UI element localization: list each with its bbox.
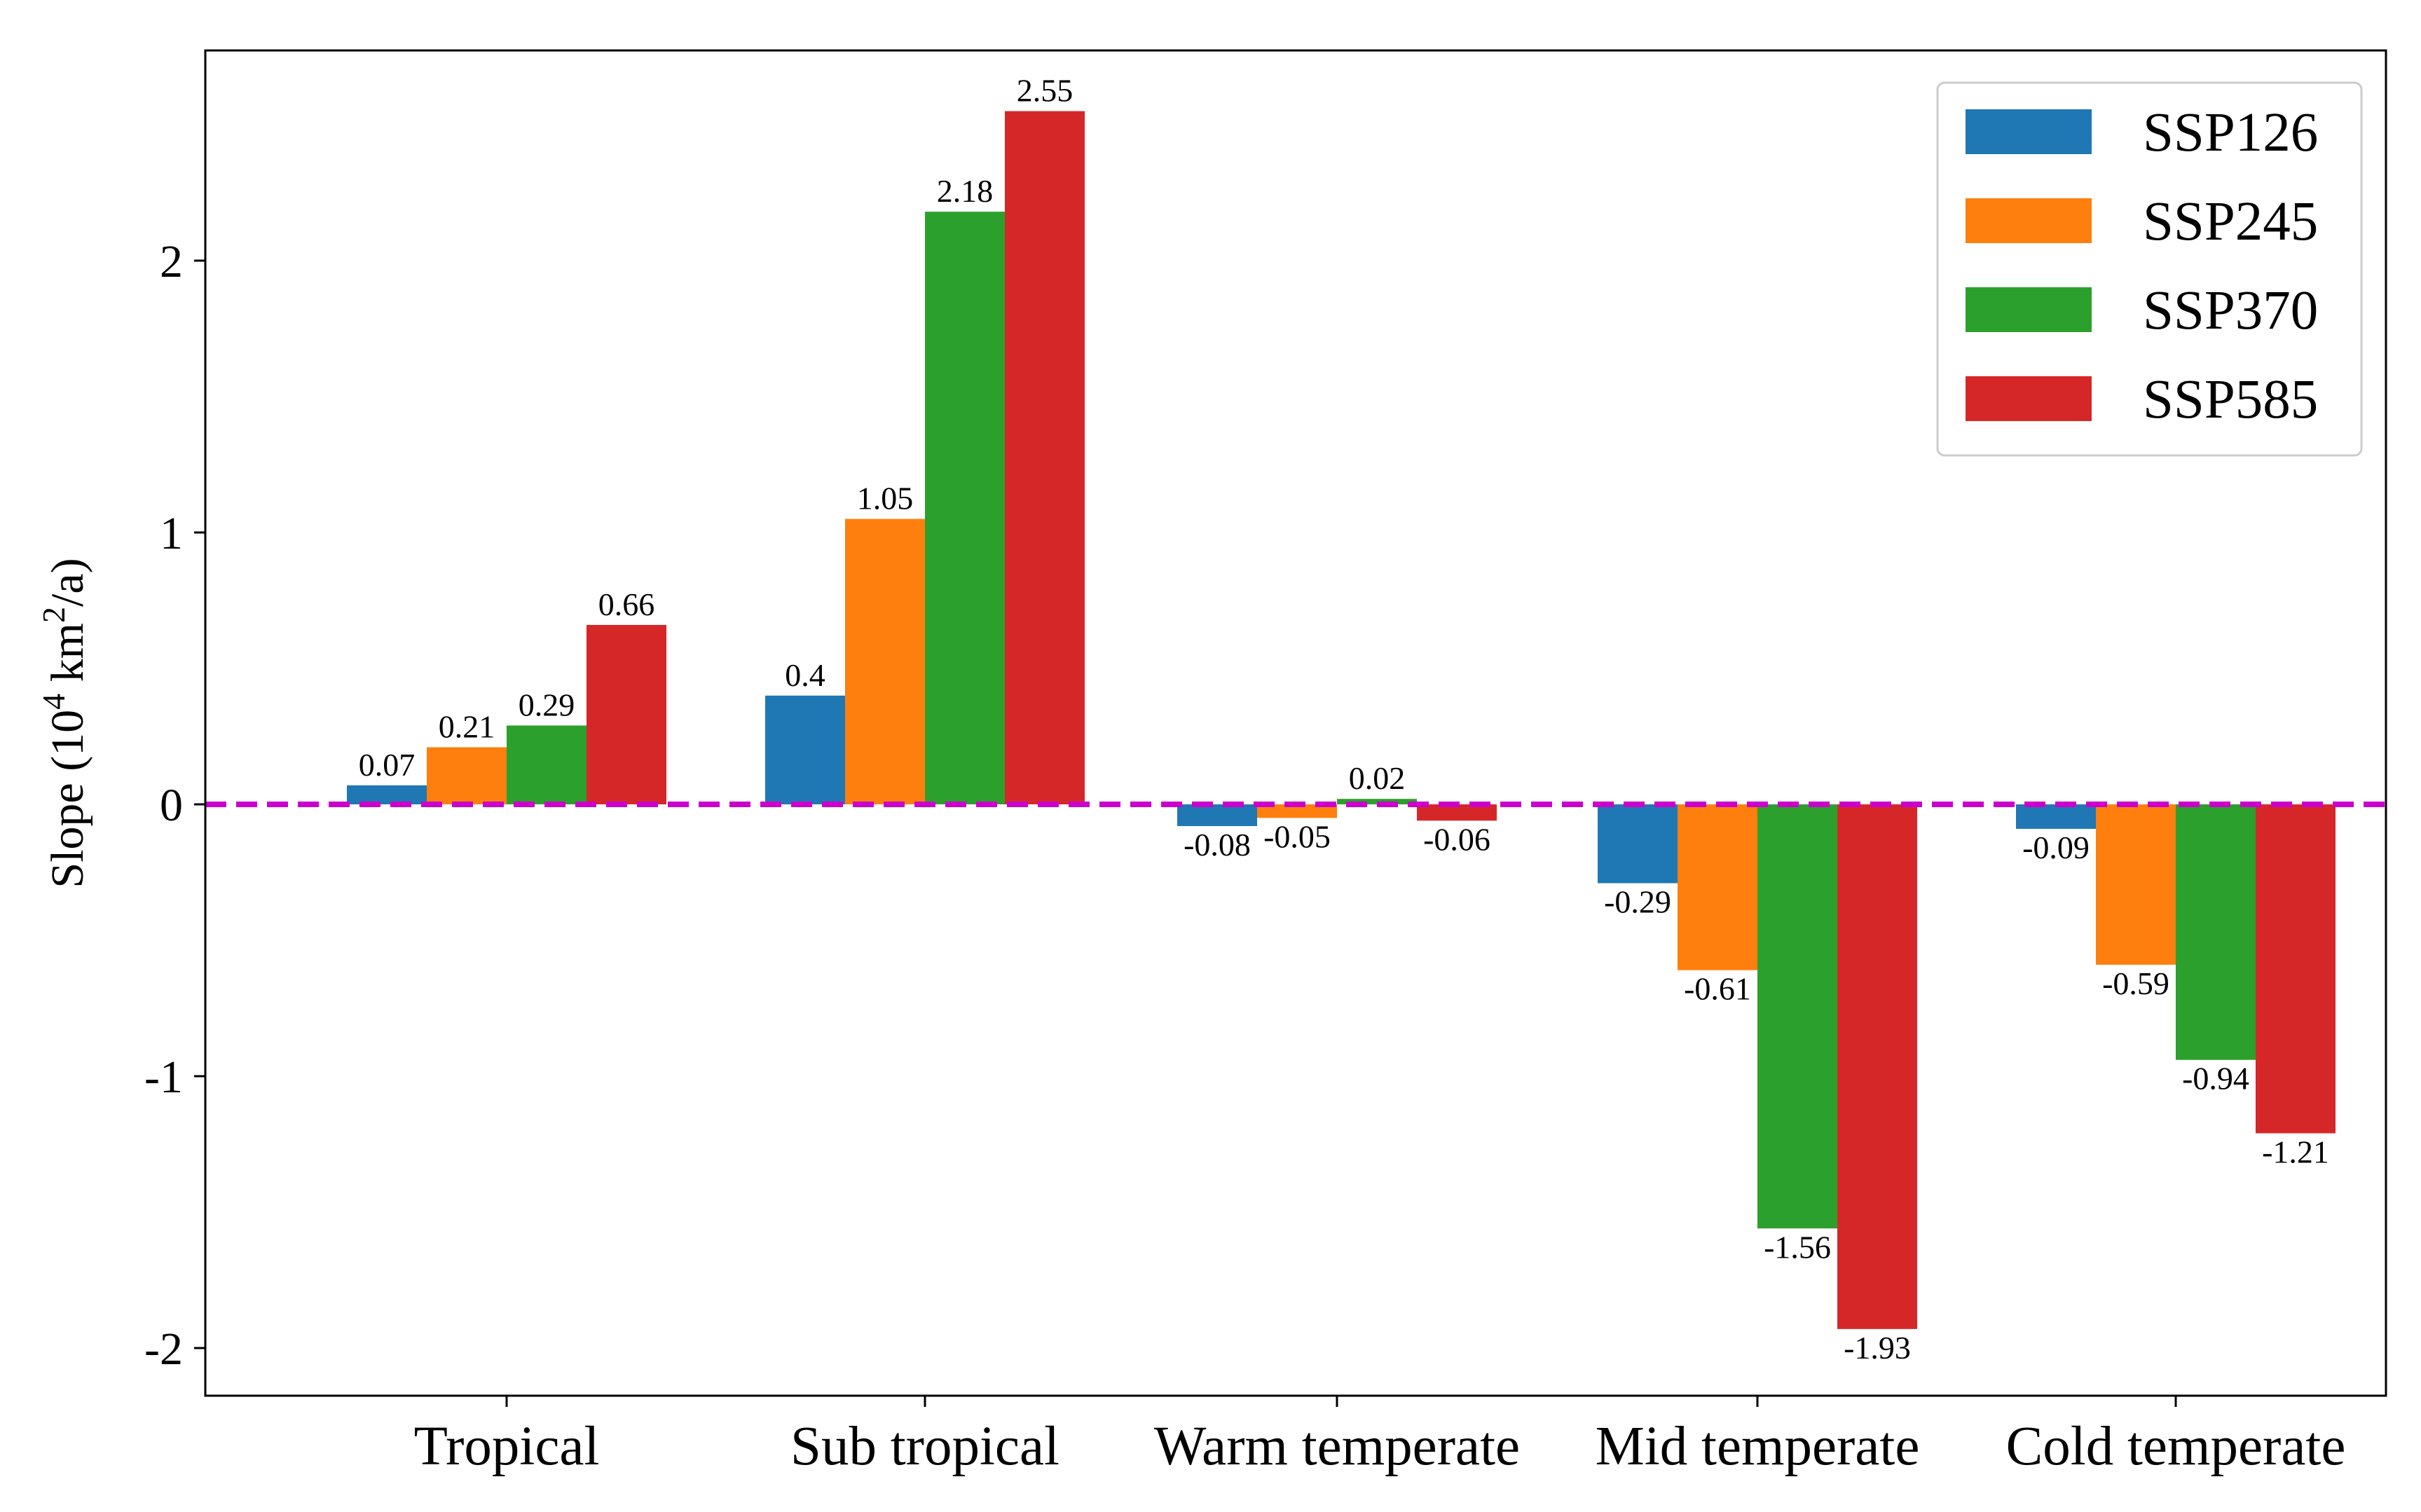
data-label-ssp245-warm-temperate: -0.05 <box>1263 818 1331 854</box>
data-label-ssp585-tropical: 0.66 <box>598 586 655 622</box>
legend-label-ssp245: SSP245 <box>2143 191 2318 252</box>
y-tick-label-2: 2 <box>160 236 183 287</box>
bar-ssp245-sub-tropical <box>845 518 925 804</box>
y-tick-label-0: 0 <box>160 780 183 831</box>
y-axis-label-suffix: /a) <box>42 558 93 607</box>
bar-ssp585-tropical <box>587 624 666 804</box>
legend-frame <box>1936 81 2363 457</box>
legend: SSP126 SSP245 SSP370 SSP585 <box>1936 81 2363 457</box>
data-label-ssp245-tropical: 0.21 <box>439 709 495 745</box>
y-tick-label-1: 1 <box>160 508 183 559</box>
x-axis: Tropical Sub tropical Warm temperate Mid te… <box>414 1396 2346 1477</box>
bar-ssp370-tropical <box>507 725 587 804</box>
data-label-ssp126-tropical: 0.07 <box>359 747 416 783</box>
bar-ssp245-warm-temperate <box>1257 804 1337 818</box>
legend-swatch-ssp245 <box>1966 198 2092 243</box>
x-tick-label-sub-tropical: Sub tropical <box>790 1416 1059 1477</box>
y-tick-label-1: -1 <box>144 1052 183 1103</box>
data-label-ssp370-tropical: 0.29 <box>519 687 575 722</box>
bar-ssp126-sub-tropical <box>765 695 845 804</box>
x-tick-label-mid-temperate: Mid temperate <box>1596 1416 1920 1477</box>
y-axis-label-sup2: 2 <box>36 607 71 623</box>
y-axis-label-prefix: Slope (10 <box>42 710 93 888</box>
plot-frame <box>204 49 2387 1397</box>
legend-swatch-ssp585 <box>1966 376 2092 421</box>
data-label-ssp370-mid-temperate: -1.56 <box>1764 1229 1831 1265</box>
data-label-ssp585-sub-tropical: 2.55 <box>1017 73 1074 109</box>
x-tick-label-cold-temperate: Cold temperate <box>2006 1416 2346 1477</box>
legend-label-ssp370: SSP370 <box>2143 280 2318 341</box>
bar-ssp585-sub-tropical <box>1005 111 1085 805</box>
data-label-ssp245-mid-temperate: -0.61 <box>1684 971 1751 1007</box>
bar-ssp370-mid-temperate <box>1757 804 1837 1229</box>
data-label-ssp585-cold-temperate: -1.21 <box>2262 1134 2329 1169</box>
bar-ssp245-mid-temperate <box>1678 804 1757 970</box>
bar-ssp126-tropical <box>347 785 427 804</box>
bar-ssp245-cold-temperate <box>2096 804 2176 965</box>
data-label-ssp126-cold-temperate: -0.09 <box>2022 830 2090 865</box>
legend-swatch-ssp370 <box>1966 287 2092 332</box>
legend-label-ssp585: SSP585 <box>2143 369 2318 430</box>
data-label-ssp245-sub-tropical: 1.05 <box>857 481 914 516</box>
bar-ssp585-warm-temperate <box>1417 804 1497 821</box>
data-label-ssp585-mid-temperate: -1.93 <box>1844 1330 1911 1366</box>
data-label-ssp245-cold-temperate: -0.59 <box>2102 965 2169 1001</box>
data-label-ssp126-sub-tropical: 0.4 <box>785 657 825 693</box>
bar-ssp245-tropical <box>427 747 507 804</box>
bar-ssp370-sub-tropical <box>925 212 1005 804</box>
data-label-ssp370-sub-tropical: 2.18 <box>937 173 994 209</box>
bars-group <box>347 111 2336 1329</box>
x-tick-label-warm-temperate: Warm temperate <box>1154 1416 1520 1477</box>
y-tick-label-2: -2 <box>144 1324 183 1375</box>
legend-swatch-ssp126 <box>1966 109 2092 154</box>
bar-ssp585-mid-temperate <box>1837 804 1917 1329</box>
bar-ssp370-cold-temperate <box>2176 804 2256 1060</box>
data-label-ssp126-mid-temperate: -0.29 <box>1604 884 1671 920</box>
y-axis-label-sup1: 4 <box>36 694 71 710</box>
y-axis-label-middle: km <box>42 623 93 694</box>
bar-ssp585-cold-temperate <box>2256 804 2336 1134</box>
y-axis-label: Slope (104 km2/a) <box>36 558 93 888</box>
data-label-ssp585-warm-temperate: -0.06 <box>1423 821 1490 857</box>
bar-ssp126-cold-temperate <box>2016 804 2096 829</box>
data-labels-group: 0.07 0.4 -0.08 -0.29 -0.09 0.21 1.05 -0.05 -0.61… <box>359 73 2329 1366</box>
bar-ssp126-mid-temperate <box>1598 804 1678 884</box>
legend-label-ssp126: SSP126 <box>2143 102 2318 163</box>
x-tick-label-tropical: Tropical <box>414 1416 600 1477</box>
y-axis: 2 1 0 -1 -2 <box>144 236 205 1375</box>
data-label-ssp370-warm-temperate: 0.02 <box>1349 760 1406 796</box>
data-label-ssp370-cold-temperate: -0.94 <box>2182 1061 2249 1097</box>
bar-ssp126-warm-temperate <box>1177 804 1257 827</box>
data-label-ssp126-warm-temperate: -0.08 <box>1184 827 1251 862</box>
